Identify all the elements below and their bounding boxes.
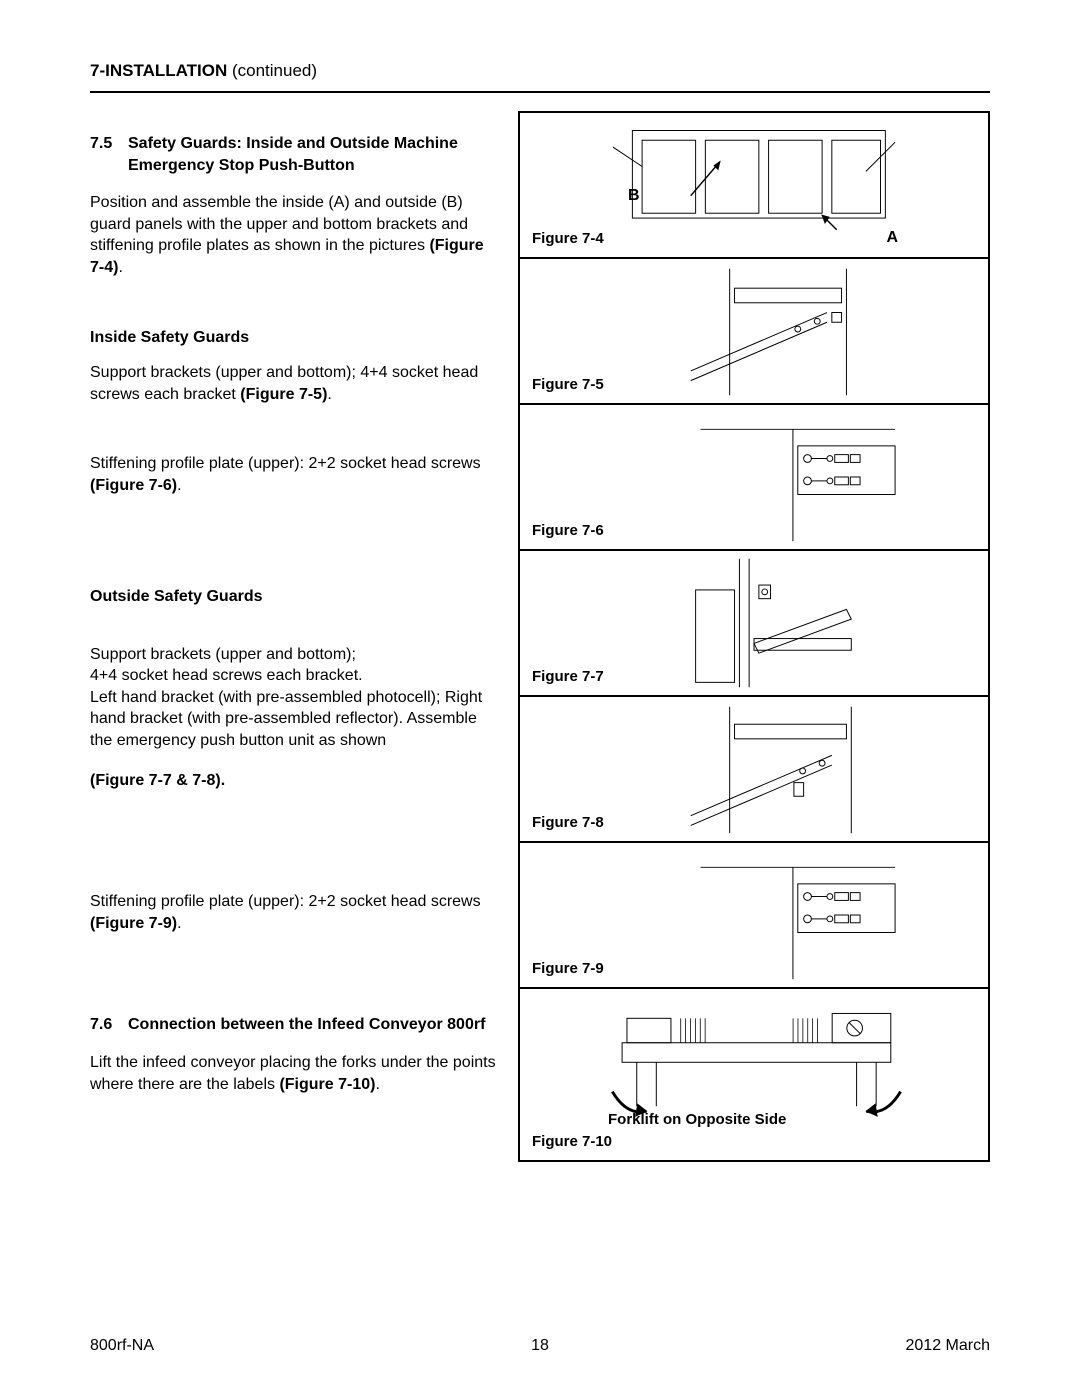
- outside-guards-p1: Support brackets (upper and bottom); 4+4…: [90, 622, 500, 752]
- section-text: Connection between the Infeed Conveyor 8…: [128, 1014, 485, 1036]
- inside-guards-head: Inside Safety Guards: [90, 327, 500, 349]
- figure-label: Figure 7-10: [532, 1132, 612, 1152]
- figure-label: Figure 7-5: [532, 375, 604, 395]
- callout-a: A: [886, 227, 898, 249]
- figure-label: Figure 7-6: [532, 521, 604, 541]
- page-header: 7-INSTALLATION (continued): [90, 60, 990, 93]
- footer-model: 800rf-NA: [90, 1335, 154, 1357]
- para-7-6: Lift the infeed conveyor placing the for…: [90, 1052, 500, 1095]
- figure-7-6: Figure 7-6: [518, 403, 990, 551]
- figure-label: Figure 7-8: [532, 813, 604, 833]
- outside-guards-p1b: (Figure 7-7 & 7-8).: [90, 770, 500, 792]
- callout-b: B: [628, 185, 640, 207]
- figure-7-7: Figure 7-7: [518, 549, 990, 697]
- figure-label: Figure 7-4: [532, 229, 604, 249]
- inside-guards-p2: Stiffening profile plate (upper): 2+2 so…: [90, 453, 500, 496]
- outside-guards-head: Outside Safety Guards: [90, 586, 500, 608]
- outside-guards-p2: Stiffening profile plate (upper): 2+2 so…: [90, 891, 500, 934]
- figure-7-5: Figure 7-5: [518, 257, 990, 405]
- figure-label: Figure 7-7: [532, 667, 604, 687]
- text-column: 7.5 Safety Guards: Inside and Outside Ma…: [90, 111, 500, 1162]
- inside-guards-p1: Support brackets (upper and bottom); 4+4…: [90, 362, 500, 405]
- footer-date: 2012 March: [906, 1335, 991, 1357]
- section-7-6-title: 7.6 Connection between the Infeed Convey…: [90, 1014, 500, 1036]
- figure-7-4: B A Figure 7-4: [518, 111, 990, 259]
- figure-label: Figure 7-9: [532, 959, 604, 979]
- section-7-5-title: 7.5 Safety Guards: Inside and Outside Ma…: [90, 133, 500, 176]
- page-footer: 800rf-NA 18 2012 March: [90, 1335, 990, 1357]
- chapter-number: 7-INSTALLATION: [90, 61, 227, 80]
- figure-7-10: Forklift on Opposite Side Figure 7-10: [518, 987, 990, 1162]
- continued-label: (continued): [227, 61, 317, 80]
- figure-7-8: Figure 7-8: [518, 695, 990, 843]
- footer-page-number: 18: [531, 1335, 549, 1357]
- section-text: Safety Guards: Inside and Outside Machin…: [128, 133, 500, 176]
- para-7-5-intro: Position and assemble the inside (A) and…: [90, 192, 500, 278]
- content-columns: 7.5 Safety Guards: Inside and Outside Ma…: [90, 111, 990, 1162]
- figure-column: B A Figure 7-4 Figure 7-5: [518, 111, 990, 1162]
- section-num: 7.5: [90, 133, 128, 176]
- section-num: 7.6: [90, 1014, 128, 1036]
- forklift-note: Forklift on Opposite Side: [608, 1110, 786, 1130]
- figure-7-9: Figure 7-9: [518, 841, 990, 989]
